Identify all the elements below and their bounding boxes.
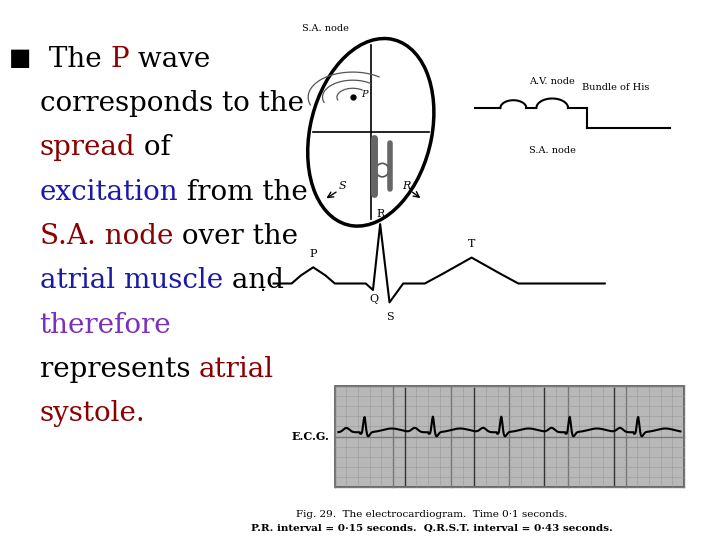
Text: S.A. node: S.A. node xyxy=(302,24,349,33)
Text: atrial: atrial xyxy=(199,356,274,383)
Text: Fig. 29.  The electrocardiogram.  Time 0·1 seconds.: Fig. 29. The electrocardiogram. Time 0·1… xyxy=(297,510,567,519)
Text: The: The xyxy=(40,46,110,73)
Text: of: of xyxy=(135,134,171,161)
Text: S: S xyxy=(338,181,346,191)
Text: Bundle of His: Bundle of His xyxy=(582,83,649,92)
Text: atrial muscle: atrial muscle xyxy=(40,267,222,294)
Text: S.A. node: S.A. node xyxy=(528,146,576,155)
Text: systole.: systole. xyxy=(40,400,145,427)
Text: T: T xyxy=(468,239,475,249)
Text: E.C.G.: E.C.G. xyxy=(291,431,329,442)
Bar xyxy=(335,386,684,487)
Ellipse shape xyxy=(376,163,389,177)
Text: S.A. node: S.A. node xyxy=(40,223,173,250)
Text: corresponds to the: corresponds to the xyxy=(40,90,304,117)
Text: ■: ■ xyxy=(9,46,31,70)
Text: and: and xyxy=(222,267,284,294)
Text: S: S xyxy=(386,312,393,322)
Text: wave: wave xyxy=(129,46,210,73)
Text: represents: represents xyxy=(40,356,199,383)
Text: R: R xyxy=(376,208,384,219)
Text: from the: from the xyxy=(179,179,308,206)
Text: A.V. node: A.V. node xyxy=(529,77,575,86)
Text: Q: Q xyxy=(370,294,379,305)
Text: R: R xyxy=(402,181,411,191)
Text: over the: over the xyxy=(173,223,298,250)
Text: P: P xyxy=(361,90,368,99)
Text: spread: spread xyxy=(40,134,135,161)
Text: P: P xyxy=(310,248,317,259)
Text: ·: · xyxy=(260,282,266,301)
Text: therefore: therefore xyxy=(40,312,171,339)
Text: P.R. interval = 0·15 seconds.  Q.R.S.T. interval = 0·43 seconds.: P.R. interval = 0·15 seconds. Q.R.S.T. i… xyxy=(251,524,613,533)
Text: excitation: excitation xyxy=(40,179,179,206)
Text: P: P xyxy=(110,46,129,73)
